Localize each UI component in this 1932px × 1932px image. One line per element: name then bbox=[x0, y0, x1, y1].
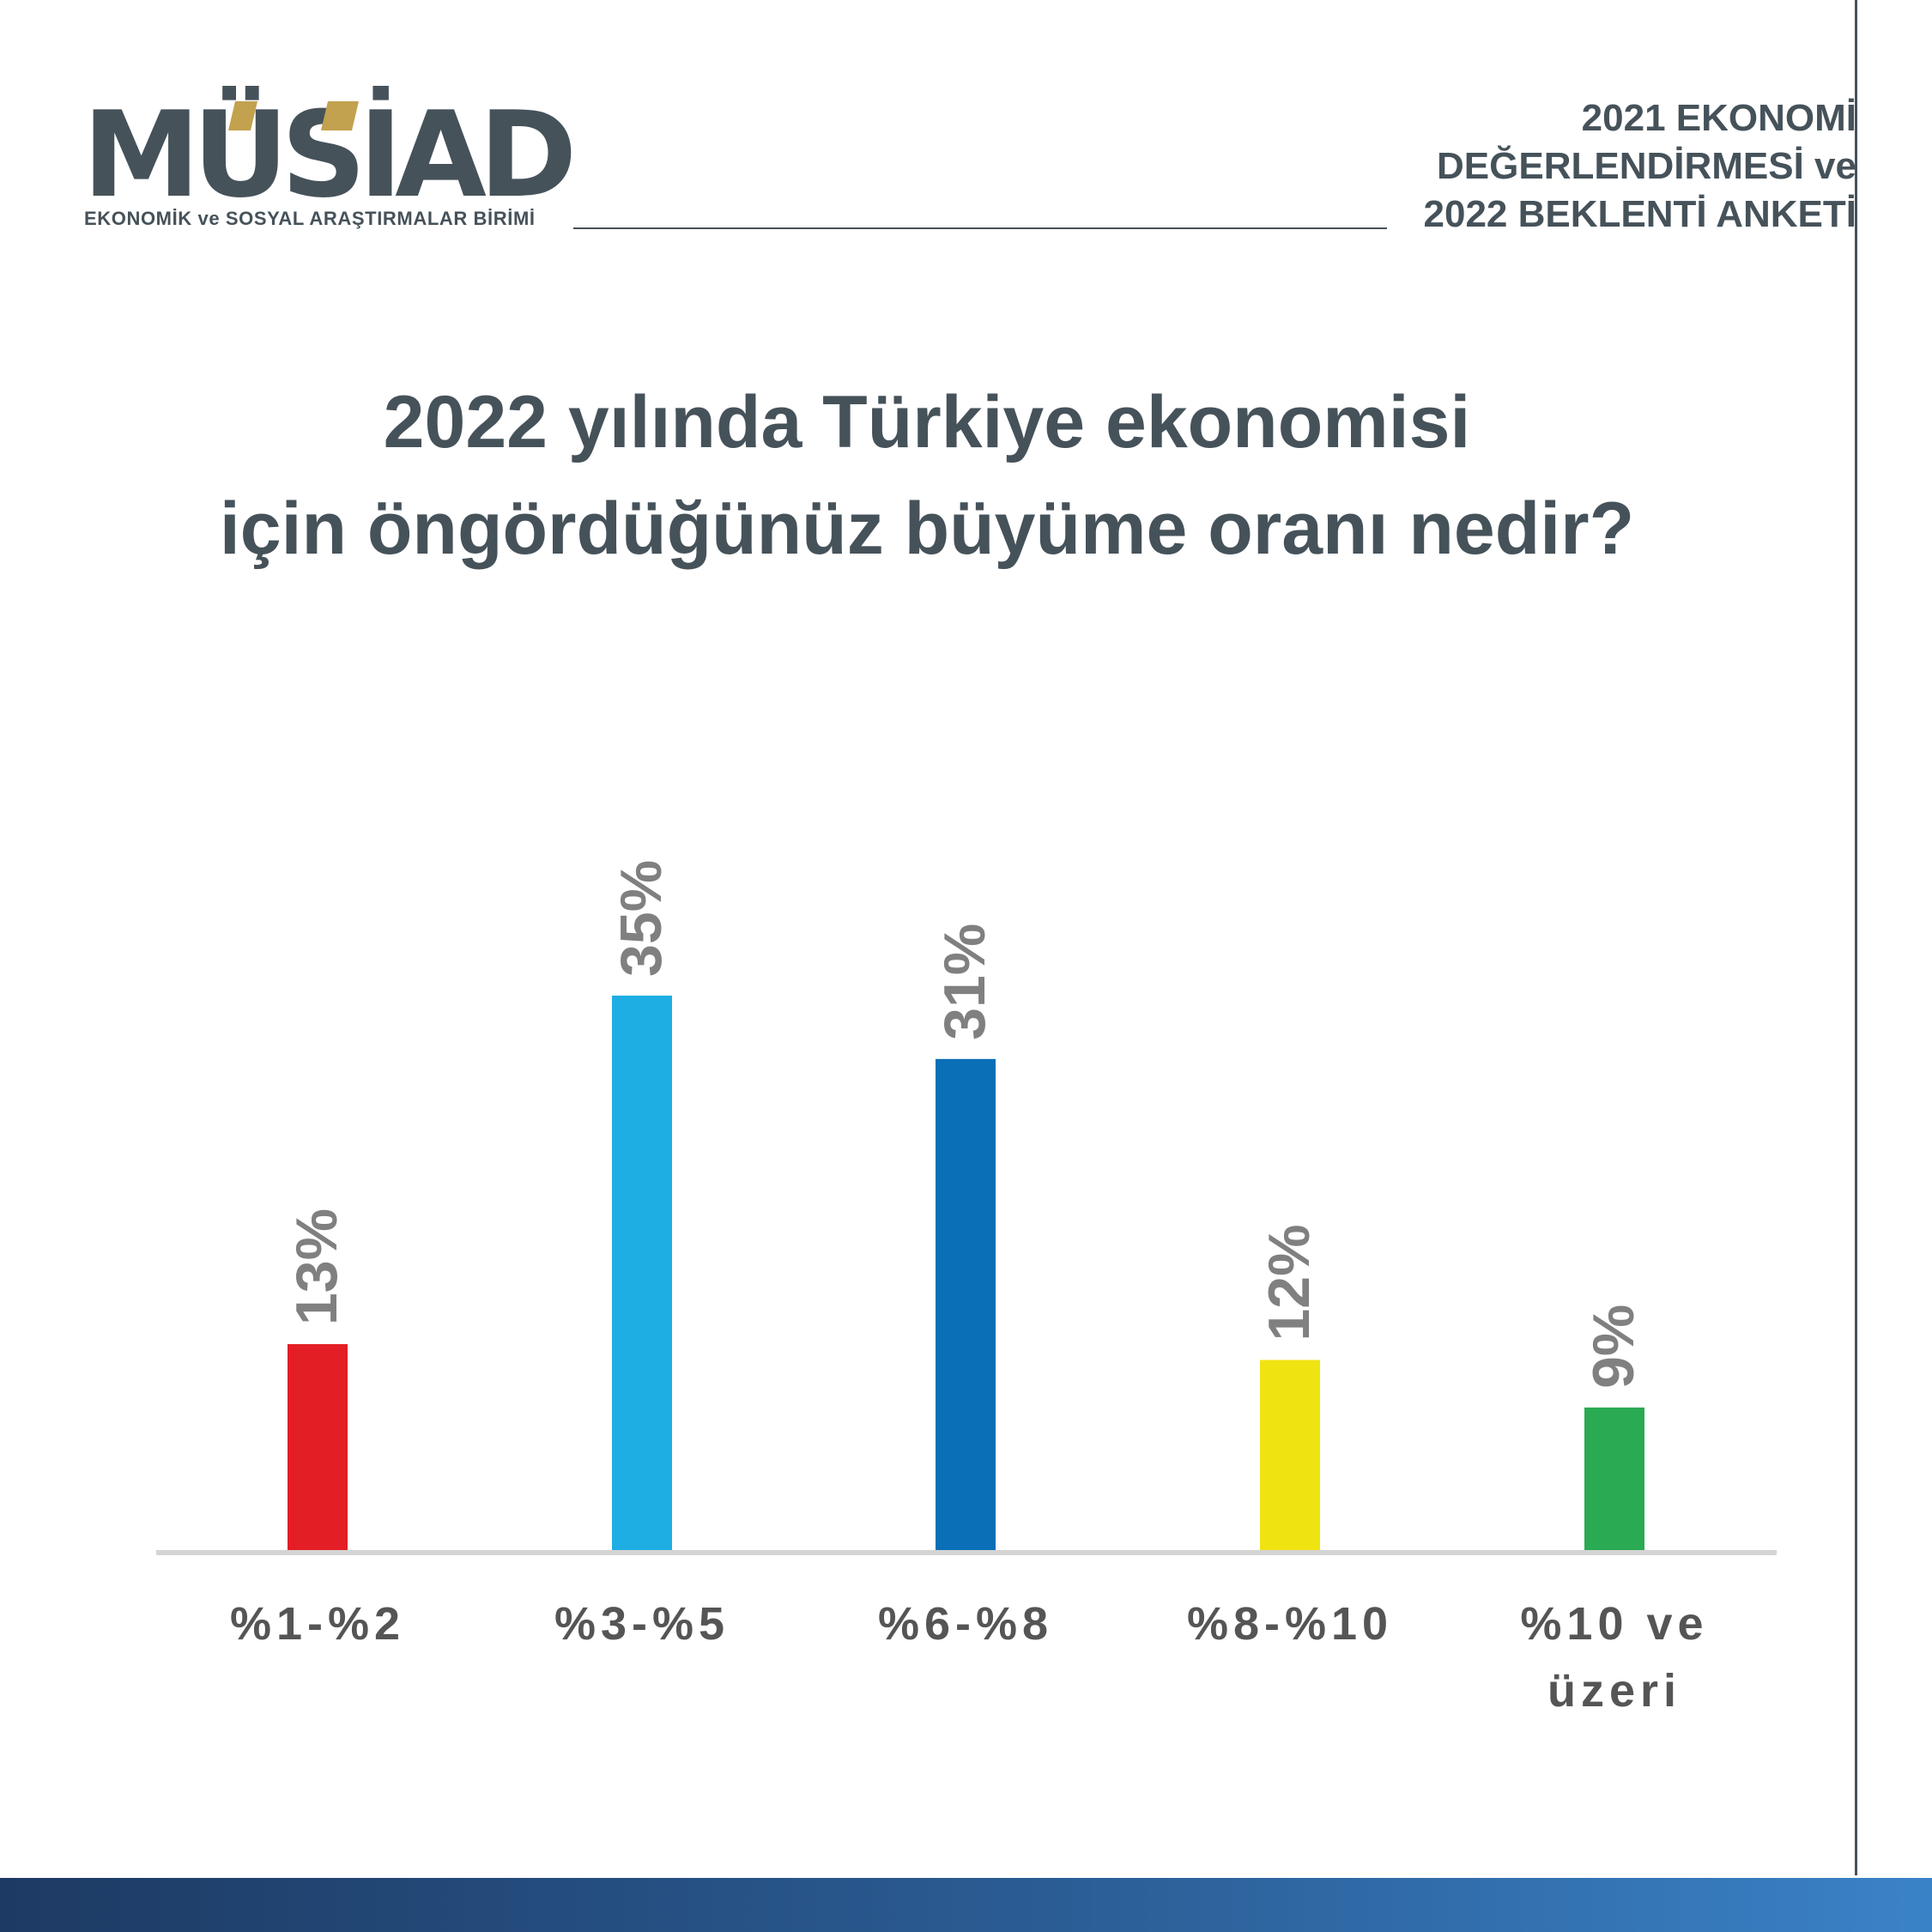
header-divider bbox=[573, 227, 1387, 229]
category-label: üzeri bbox=[1547, 1665, 1681, 1717]
report-title-line: 2021 EKONOMİ bbox=[1581, 97, 1856, 139]
category-label: %8-%10 bbox=[1187, 1598, 1393, 1650]
data-label: 13% bbox=[284, 1208, 349, 1325]
musiad-logo: MÜSİAD EKONOMİK ve SOSYAL ARAŞTIRMALAR B… bbox=[82, 96, 577, 233]
data-label: 35% bbox=[609, 860, 674, 977]
report-title: 2021 EKONOMİ DEĞERLENDİRMESİ ve 2022 BEK… bbox=[1424, 94, 1856, 239]
category-label: %1-%2 bbox=[230, 1598, 405, 1650]
category-label: %10 ve bbox=[1520, 1598, 1708, 1650]
logo-accent-icon bbox=[228, 101, 359, 130]
report-title-line: 2022 BEKLENTİ ANKETİ bbox=[1423, 193, 1856, 235]
data-label: 31% bbox=[932, 924, 997, 1040]
data-label: 9% bbox=[1581, 1305, 1646, 1389]
survey-question-line: için öngördüğünüz büyüme oranı nedir? bbox=[219, 488, 1635, 570]
category-label: %6-%8 bbox=[878, 1598, 1053, 1650]
data-label: 12% bbox=[1257, 1224, 1322, 1341]
side-divider bbox=[1855, 0, 1857, 1875]
bar bbox=[612, 996, 672, 1550]
survey-question-line: 2022 yılında Türkiye ekonomisi bbox=[383, 381, 1471, 463]
bar bbox=[936, 1058, 996, 1550]
report-title-line: DEĞERLENDİRMESİ ve bbox=[1437, 145, 1856, 187]
bar bbox=[1260, 1360, 1320, 1550]
footer-band bbox=[0, 1878, 1932, 1932]
category-label: %3-%5 bbox=[554, 1598, 730, 1650]
bar bbox=[288, 1344, 348, 1550]
survey-question: 2022 yılında Türkiye ekonomisi için öngö… bbox=[0, 369, 1854, 582]
logo-subtitle: EKONOMİK ve SOSYAL ARAŞTIRMALAR BİRİMİ bbox=[84, 208, 536, 229]
bar bbox=[1584, 1407, 1644, 1550]
x-axis-line bbox=[156, 1550, 1777, 1555]
